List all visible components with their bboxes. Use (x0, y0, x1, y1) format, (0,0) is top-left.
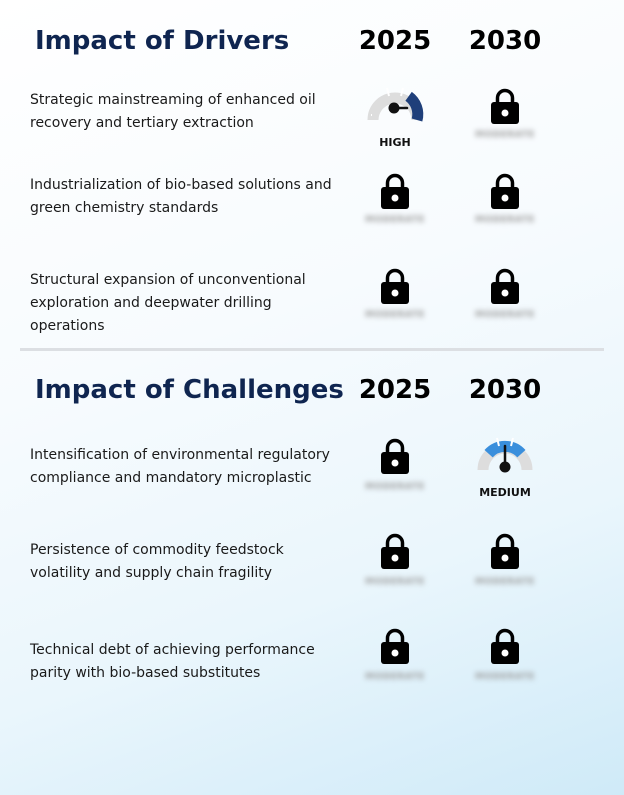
drivers-year-2030-header: 2030 (468, 26, 542, 56)
lock-icon (381, 268, 409, 304)
speedometer-medium-icon (477, 437, 533, 473)
driver-row-2-2025-cell[interactable]: MODERATE (340, 173, 450, 253)
challenge-row-3-label: Technical debt of achieving performance … (30, 642, 315, 681)
gauge-level-label: MEDIUM (479, 486, 531, 499)
lock-icon (381, 628, 409, 664)
challenge-row-1-2025-cell[interactable]: MODERATE (340, 438, 450, 518)
locked-value-blurred: MODERATE (475, 215, 535, 225)
drivers-year-2025-header: 2025 (358, 26, 432, 56)
lock-icon (381, 438, 409, 474)
challenges-year-2025-header: 2025 (358, 375, 432, 405)
driver-row-3-label: Structural expansion of unconventional e… (30, 272, 306, 334)
lock-icon (491, 628, 519, 664)
challenge-row-3-2030-cell[interactable]: MODERATE (450, 628, 560, 708)
lock-icon (491, 268, 519, 304)
driver-row-1-2030-cell[interactable]: MODERATE (450, 88, 560, 168)
driver-row-3-2025-cell[interactable]: MODERATE (340, 268, 450, 348)
speedometer-high-icon (367, 87, 424, 122)
challenge-row-3-2025-cell[interactable]: MODERATE (340, 628, 450, 708)
locked-value-blurred: MODERATE (365, 310, 425, 320)
driver-row-2-label: Industrialization of bio-based solutions… (30, 177, 332, 216)
challenges-section-title: Impact of Challenges (35, 375, 344, 405)
challenges-year-2030-header: 2030 (468, 375, 542, 405)
section-divider (20, 348, 604, 351)
drivers-section-title: Impact of Drivers (35, 26, 290, 56)
locked-value-blurred: MODERATE (365, 215, 425, 225)
locked-value-blurred: MODERATE (365, 672, 425, 682)
driver-row-3-2030-cell[interactable]: MODERATE (450, 268, 560, 348)
locked-value-blurred: MODERATE (365, 577, 425, 587)
locked-value-blurred: MODERATE (475, 130, 535, 140)
lock-icon (491, 533, 519, 569)
challenge-row-2-2025-cell[interactable]: MODERATE (340, 533, 450, 613)
lock-icon (381, 173, 409, 209)
driver-row-1-2025-cell: HIGH (340, 80, 450, 160)
challenge-row-1-2030-cell: MEDIUM (450, 430, 560, 510)
driver-row-2-2030-cell[interactable]: MODERATE (450, 173, 560, 253)
locked-value-blurred: MODERATE (365, 482, 425, 492)
locked-value-blurred: MODERATE (475, 577, 535, 587)
challenge-row-1-label: Intensification of environmental regulat… (30, 447, 330, 486)
challenge-row-2-2030-cell[interactable]: MODERATE (450, 533, 560, 613)
locked-value-blurred: MODERATE (475, 672, 535, 682)
lock-icon (491, 88, 519, 124)
locked-value-blurred: MODERATE (475, 310, 535, 320)
lock-icon (491, 173, 519, 209)
driver-row-1-label: Strategic mainstreaming of enhanced oil … (30, 92, 316, 131)
challenge-row-2-label: Persistence of commodity feedstock volat… (30, 542, 284, 581)
lock-icon (381, 533, 409, 569)
gauge-level-label: HIGH (379, 136, 411, 149)
